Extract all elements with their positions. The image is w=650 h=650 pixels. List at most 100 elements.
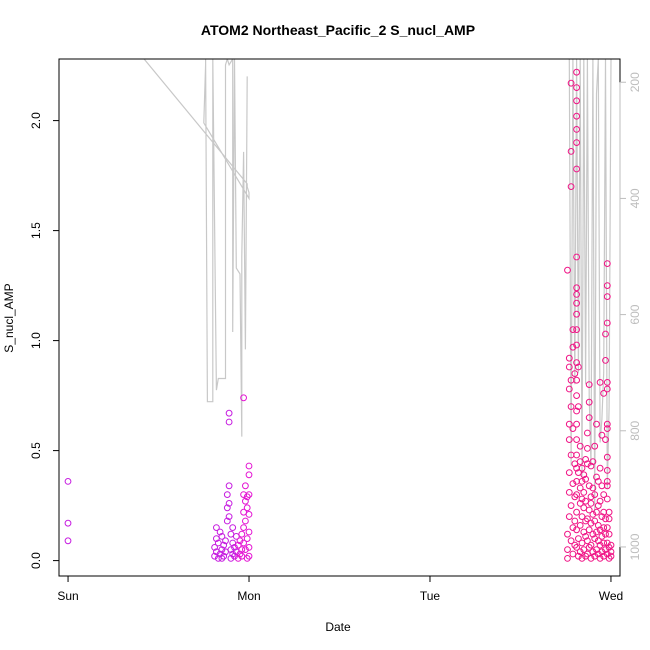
data-point — [573, 508, 580, 516]
data-point — [591, 442, 599, 450]
data-point — [587, 541, 595, 549]
data-point — [567, 502, 575, 510]
data-point — [591, 535, 599, 542]
data-point — [569, 343, 577, 351]
data-point — [598, 513, 606, 520]
data-point — [232, 548, 240, 556]
data-point — [602, 546, 609, 553]
data-point — [585, 414, 593, 422]
data-point — [603, 524, 611, 531]
data-point — [578, 555, 586, 562]
data-point — [232, 533, 240, 540]
data-point — [573, 341, 580, 349]
data-point — [589, 484, 597, 492]
data-point — [582, 475, 589, 483]
x-tick-label: Mon — [237, 589, 260, 603]
data-point — [565, 513, 573, 520]
data-point — [593, 473, 600, 481]
data-point — [565, 420, 573, 428]
data-point — [213, 548, 220, 556]
data-point — [575, 363, 582, 371]
data-point — [594, 502, 602, 510]
data-point — [587, 555, 595, 562]
data-point — [222, 537, 229, 545]
data-point — [603, 319, 611, 327]
x-axis-ticks: Sun Mon Tue Wed — [57, 576, 623, 603]
data-point — [603, 385, 611, 393]
data-point — [584, 460, 591, 468]
data-point — [576, 522, 584, 529]
data-point — [240, 524, 248, 531]
data-point — [242, 546, 249, 553]
data-point — [565, 436, 573, 444]
data-point — [573, 359, 580, 367]
right-axis-ticks: 200 400 600 800 1000 — [619, 72, 642, 560]
data-point — [565, 354, 573, 362]
data-point — [64, 537, 72, 545]
data-point — [573, 68, 580, 76]
data-point — [225, 500, 233, 507]
data-point — [591, 517, 599, 525]
data-point — [564, 546, 571, 553]
data-point — [584, 515, 591, 523]
data-point — [231, 552, 238, 560]
data-point — [573, 451, 580, 459]
data-point — [589, 458, 597, 466]
data-point — [227, 555, 235, 562]
data-point — [573, 407, 580, 415]
data-point — [602, 357, 609, 364]
data-point — [602, 436, 609, 444]
data-point — [576, 484, 584, 492]
data-point — [593, 420, 600, 428]
data-point — [605, 544, 613, 551]
data-point — [575, 403, 582, 411]
data-point — [231, 544, 238, 551]
data-point — [240, 394, 248, 402]
data-point — [603, 379, 611, 386]
data-point — [585, 381, 593, 389]
data-point — [605, 555, 613, 562]
data-point — [573, 253, 580, 261]
data-point — [567, 403, 575, 411]
data-point — [607, 541, 615, 549]
data-point — [243, 535, 251, 542]
data-point — [225, 513, 233, 520]
data-point — [585, 544, 593, 551]
data-point — [607, 548, 615, 556]
data-point — [603, 425, 611, 433]
right-tick-label: 800 — [628, 420, 642, 440]
data-point — [245, 552, 253, 560]
data-point — [600, 491, 608, 499]
data-point — [245, 491, 253, 499]
data-point — [591, 491, 599, 499]
right-tick-label: 600 — [628, 304, 642, 324]
data-point — [603, 495, 611, 503]
data-point — [573, 299, 580, 307]
data-point — [593, 528, 600, 536]
data-point — [223, 517, 231, 525]
data-point — [585, 398, 593, 406]
right-tick-label: 400 — [628, 188, 642, 208]
data-point — [573, 544, 580, 551]
data-point — [218, 546, 226, 553]
data-point — [573, 526, 580, 534]
data-point — [600, 524, 608, 531]
data-point — [218, 555, 226, 562]
data-point — [573, 165, 580, 173]
data-point — [245, 511, 253, 518]
data-point — [603, 478, 611, 485]
data-point — [234, 555, 242, 562]
data-point — [575, 535, 582, 542]
data-point — [594, 478, 602, 485]
data-point — [573, 436, 580, 444]
data-point — [598, 533, 606, 540]
data-point — [589, 511, 597, 518]
data-point — [565, 469, 573, 477]
data-point — [603, 482, 611, 490]
data-point — [603, 420, 611, 428]
data-point — [567, 537, 575, 545]
data-point — [580, 489, 588, 496]
data-point — [573, 112, 580, 120]
data-point — [229, 550, 237, 558]
